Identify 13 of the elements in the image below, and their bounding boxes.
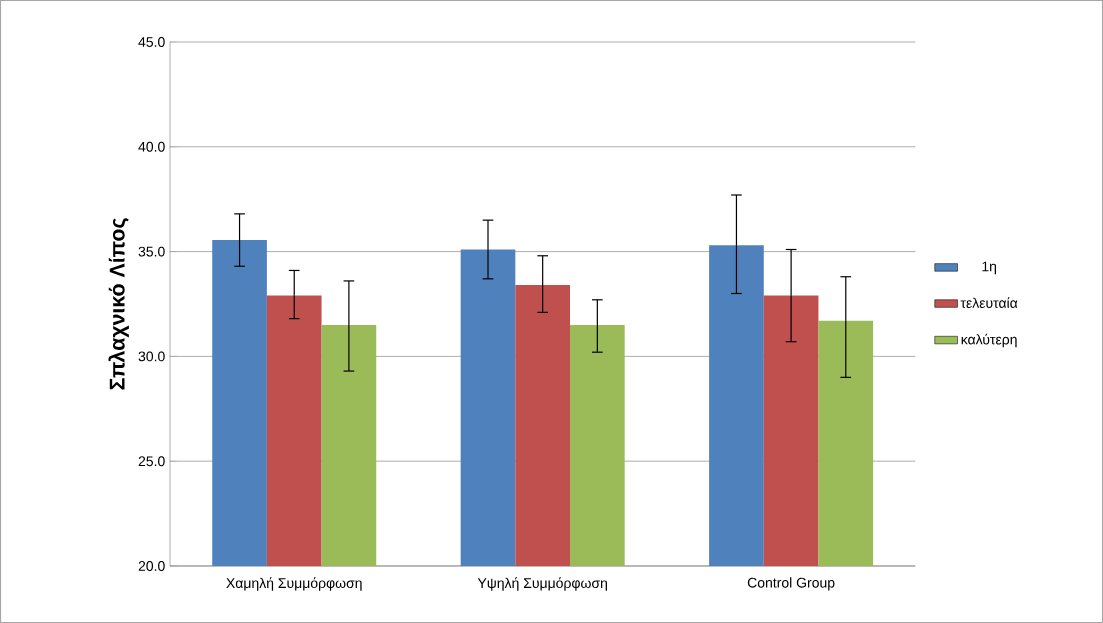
y-tick-label: 20.0 xyxy=(138,561,165,571)
y-tick-label: 40.0 xyxy=(138,141,165,152)
y-tick-label: 30.0 xyxy=(138,351,165,362)
legend-label: καλύτερη xyxy=(961,333,1017,348)
y-axis-title: Σπλαχνικό Λίπος xyxy=(108,218,129,390)
y-tick-label: 35.0 xyxy=(138,246,165,257)
x-tick-label: Υψηλή Συμμόρφωση xyxy=(477,577,607,591)
y-tick-label: 25.0 xyxy=(138,456,165,467)
legend-label: τελευταία xyxy=(960,297,1018,308)
legend-label: 1η xyxy=(982,261,996,275)
y-tick-label: 45.0 xyxy=(138,37,165,47)
x-tick-label: Control Group xyxy=(747,577,835,591)
x-tick-label: Χαμηλή Συμμόρφωση xyxy=(226,577,362,591)
